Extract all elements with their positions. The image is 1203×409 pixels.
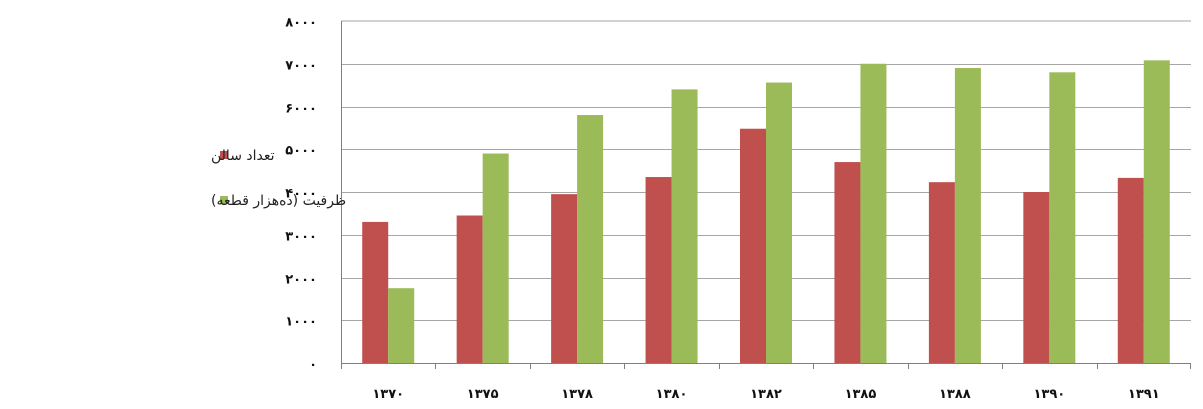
axes [341,20,1191,369]
bar-capacity [671,89,698,364]
y-tick-label: ۷۰۰۰ [285,59,317,74]
y-tick-label: ۶۰۰۰ [285,102,317,117]
bar-hall-count [740,128,766,363]
y-tick-labels: ۰ ۱۰۰۰ ۲۰۰۰ ۳۰۰۰ ۴۰۰۰ ۵۰۰۰ ۶۰۰۰ ۷۰۰۰ ۸۰۰۰ [285,16,317,373]
legend-swatch [220,151,228,159]
legend: تعداد سالن ظرفیت (ده‌هزار قطعه) [211,148,346,209]
bar-hall-count [1117,177,1144,363]
bar-hall-count [456,215,483,363]
bar-hall-count [834,162,861,363]
bar-capacity [482,153,509,363]
x-tick-label: ۱۳۷۰ [372,387,404,402]
y-tick-label: ۳۰۰۰ [285,230,317,245]
bar-hall-count [362,221,389,363]
x-tick-label: ۱۳۸۰ [656,387,688,402]
x-tick-label: ۱۳۸۲ [750,387,782,402]
bar-capacity [766,82,792,363]
x-tick-label: ۱۳۸۵ [845,387,877,402]
x-tick-labels: ۱۳۷۰ ۱۳۷۵ ۱۳۷۸ ۱۳۸۰ ۱۳۸۲ ۱۳۸۵ ۱۳۸۸ ۱۳۹۰ ۱۳۹۱ [372,387,1159,402]
x-tick-label: ۱۳۸۸ [939,387,971,402]
bar-capacity [1143,60,1170,364]
bar-capacity [577,115,604,363]
bar-hall-count [1023,192,1050,363]
bar-hall-count [928,182,955,363]
x-tick-label: ۱۳۷۵ [467,387,499,402]
y-tick-label: ۱۰۰۰ [285,315,317,330]
legend-label: ظرفیت (ده‌هزار قطعه) [211,193,346,209]
legend-label: تعداد سالن [211,148,275,164]
y-tick-label: ۰ [309,358,317,373]
bar-capacity [860,63,887,363]
bar-capacity [954,68,981,364]
bar-hall-count [551,194,578,363]
bar-hall-count [645,177,672,363]
legend-swatch [220,196,228,204]
y-tick-label: ۸۰۰۰ [285,16,317,31]
x-tick-label: ۱۳۹۱ [1128,387,1160,402]
bar-capacity [388,288,415,363]
y-tick-label: ۲۰۰۰ [285,273,317,288]
x-tick-label: ۱۳۷۸ [561,387,593,402]
bar-capacity [1049,72,1076,364]
y-tick-label: ۴۰۰۰ [285,187,317,202]
x-tick-label: ۱۳۹۰ [1033,387,1065,402]
y-tick-label: ۵۰۰۰ [285,144,317,159]
bars [362,60,1170,364]
